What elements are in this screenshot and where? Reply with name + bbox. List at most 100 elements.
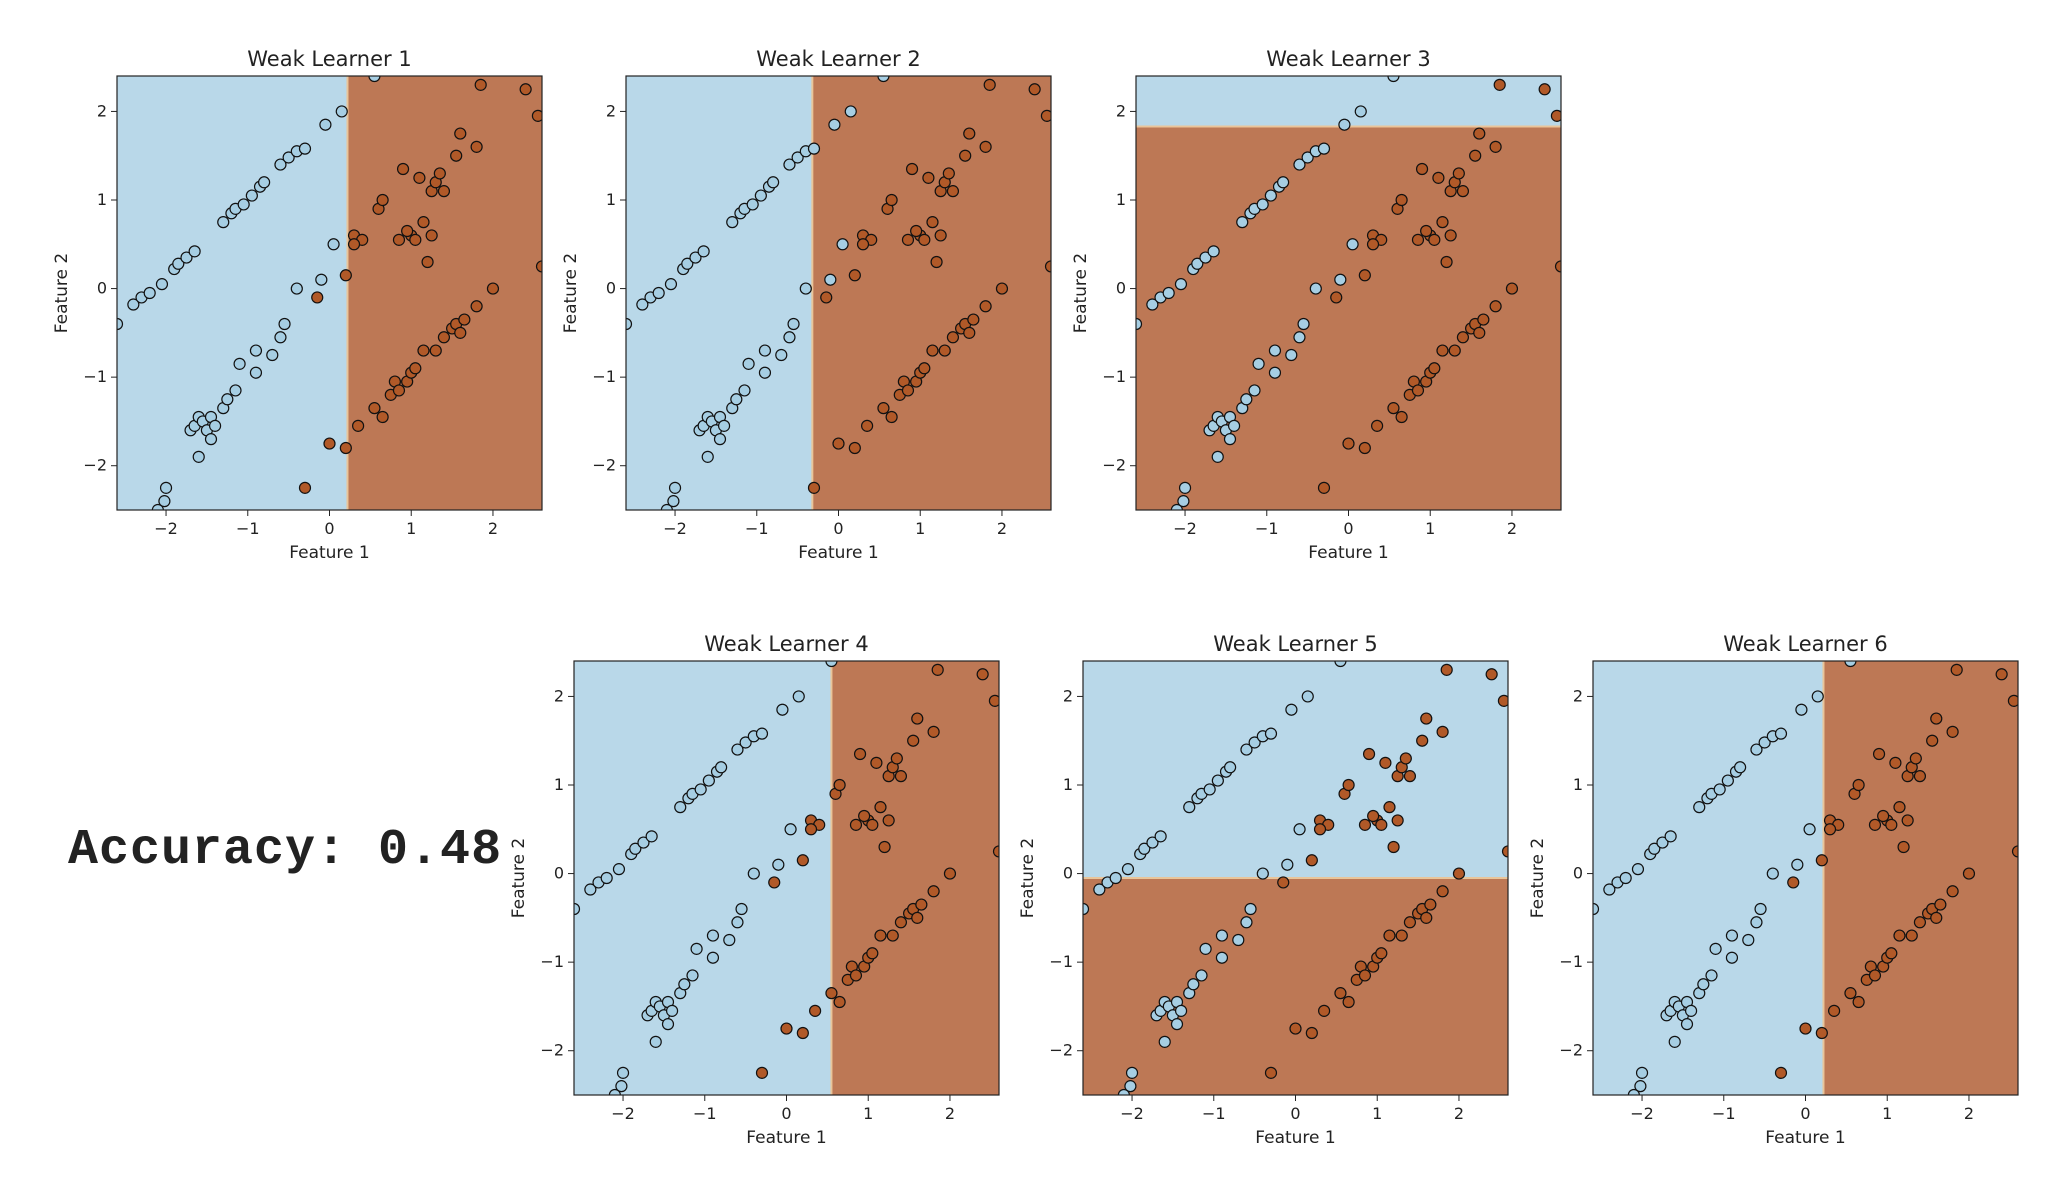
y-tick-label: 0 xyxy=(97,279,107,298)
point-class1 xyxy=(946,185,960,198)
point-class0 xyxy=(1627,1088,1640,1095)
point-class0 xyxy=(1162,286,1175,300)
region-above xyxy=(1136,76,1561,127)
point-class0 xyxy=(1619,871,1632,885)
point-class1 xyxy=(1440,663,1453,676)
point-class1 xyxy=(392,233,406,246)
point-class1 xyxy=(1934,898,1947,911)
point-class0 xyxy=(180,251,193,264)
point-class1 xyxy=(1893,929,1906,942)
point-class0 xyxy=(877,76,890,83)
y-axis-label: Feature 2 xyxy=(1018,838,1038,918)
point-class1 xyxy=(1367,809,1380,823)
point-class1 xyxy=(470,140,483,153)
point-class0 xyxy=(674,801,687,814)
point-class1 xyxy=(1950,663,1963,676)
point-class1 xyxy=(339,269,352,282)
point-class0 xyxy=(758,366,772,379)
point-class1 xyxy=(323,437,336,450)
point-class0 xyxy=(1211,450,1224,463)
point-class0 xyxy=(1713,783,1726,796)
point-class1 xyxy=(874,929,887,942)
point-class1 xyxy=(926,344,939,357)
x-axis-label: Feature 1 xyxy=(798,543,878,563)
point-class1 xyxy=(417,344,430,357)
point-class1 xyxy=(1554,260,1561,273)
point-class0 xyxy=(319,118,332,131)
points xyxy=(1083,661,1508,1095)
point-class0 xyxy=(836,238,849,251)
point-class0 xyxy=(229,384,242,397)
panel-title: Weak Learner 1 xyxy=(247,47,411,71)
point-class1 xyxy=(425,229,438,242)
point-class0 xyxy=(758,344,772,357)
point-class1 xyxy=(1913,916,1927,929)
point-class0 xyxy=(730,393,743,406)
point-class1 xyxy=(796,854,809,867)
point-class0 xyxy=(664,278,678,291)
point-class1 xyxy=(1995,668,2008,681)
point-class1 xyxy=(1334,987,1347,1000)
point-class0 xyxy=(715,761,728,774)
point-class1 xyxy=(918,233,931,246)
point-class0 xyxy=(1224,761,1237,774)
point-class0 xyxy=(204,433,218,446)
point-class0 xyxy=(1244,902,1257,916)
point-class0 xyxy=(143,286,156,300)
point-class0 xyxy=(701,450,714,463)
y-tick-label: 2 xyxy=(97,101,107,120)
y-tick-label: 2 xyxy=(1573,686,1583,705)
x-tick-label: 0 xyxy=(1343,519,1353,538)
point-class0 xyxy=(258,176,271,189)
point-class0 xyxy=(681,257,694,270)
point-class1 xyxy=(1452,867,1466,880)
point-class0 xyxy=(1277,176,1290,189)
points xyxy=(117,76,542,510)
y-tick-label: 1 xyxy=(1063,775,1073,794)
point-class1 xyxy=(352,419,365,432)
point-class1 xyxy=(1383,929,1396,942)
point-class0 xyxy=(1215,951,1229,964)
point-class1 xyxy=(376,410,389,424)
point-class0 xyxy=(1693,801,1706,814)
point-class0 xyxy=(1207,245,1220,258)
point-class0 xyxy=(1121,863,1135,876)
points xyxy=(1593,661,2018,1095)
panel-title: Weak Learner 2 xyxy=(756,47,920,71)
point-class0 xyxy=(1236,216,1249,229)
point-class1 xyxy=(1395,193,1408,207)
point-class1 xyxy=(1885,947,1898,960)
point-class0 xyxy=(1309,282,1322,295)
y-tick-label: 2 xyxy=(606,101,616,120)
point-class0 xyxy=(192,450,205,463)
point-class1 xyxy=(856,238,870,251)
accuracy-readout: Accuracy: 0.48 xyxy=(68,822,503,879)
point-class1 xyxy=(1403,916,1417,929)
point-class0 xyxy=(1603,883,1616,896)
point-class0 xyxy=(188,245,201,258)
point-class0 xyxy=(1293,331,1306,344)
point-class1 xyxy=(848,441,861,455)
point-class1 xyxy=(1358,818,1372,831)
x-tick-label: 1 xyxy=(1882,1104,1892,1123)
point-class0 xyxy=(1248,736,1261,749)
point-class0 xyxy=(1293,158,1306,171)
point-class1 xyxy=(1550,109,1561,122)
y-tick-label: −2 xyxy=(592,456,616,475)
point-class0 xyxy=(1293,823,1306,836)
y-tick-label: 0 xyxy=(1116,279,1126,298)
point-class1 xyxy=(1469,149,1482,162)
y-tick-label: −1 xyxy=(592,367,616,386)
point-class0 xyxy=(335,105,348,118)
point-class1 xyxy=(1305,1026,1318,1040)
y-tick-label: 1 xyxy=(97,190,107,209)
point-class0 xyxy=(1178,481,1192,494)
point-class1 xyxy=(946,331,960,344)
panel-title: Weak Learner 6 xyxy=(1723,632,1887,656)
point-class0 xyxy=(245,189,258,202)
point-class0 xyxy=(1803,823,1816,836)
point-class1 xyxy=(833,995,846,1009)
point-class0 xyxy=(1354,105,1367,118)
point-class0 xyxy=(678,978,691,991)
point-class0 xyxy=(706,929,720,942)
